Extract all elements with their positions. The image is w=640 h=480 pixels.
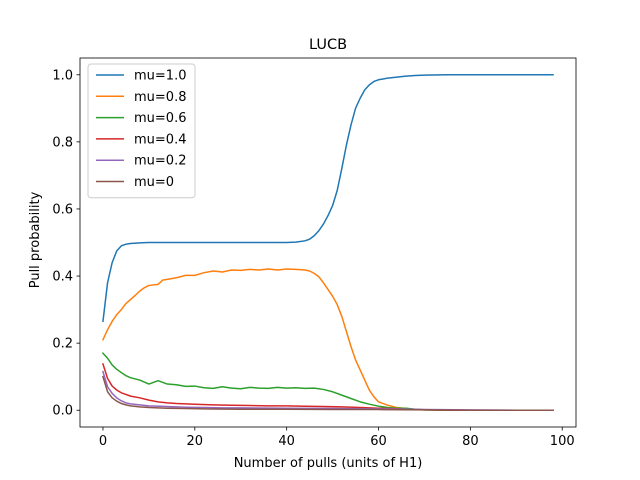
y-tick-label: 0.2 [52, 337, 73, 352]
y-tick-label: 0.4 [52, 270, 73, 285]
x-tick-label: 0 [99, 434, 107, 449]
x-tick-label: 60 [370, 434, 387, 449]
legend-label: mu=1.0 [134, 69, 186, 84]
legend-label: mu=0.6 [134, 111, 186, 126]
series-line-5 [102, 375, 554, 411]
x-tick-label: 40 [278, 434, 295, 449]
series-line-1 [101, 268, 554, 411]
y-axis-label: Pull probability [28, 191, 43, 288]
legend: mu=1.0 mu=0.8 mu=0.6 mu=0.4 mu=0.2 mu=0 [87, 63, 196, 199]
series-line-2 [101, 352, 554, 411]
plot-area: 0 20 40 60 80 100 0.0 0.2 0.4 0.6 0.8 1.0 [52, 57, 577, 449]
y-tick-label: 1.0 [52, 68, 73, 83]
chart-title: LUCB [309, 37, 347, 53]
legend-label: mu=0.2 [134, 154, 186, 169]
x-tick-label: 100 [550, 434, 575, 449]
legend-label: mu=0.8 [134, 90, 186, 105]
series-line-0 [102, 74, 554, 323]
x-tick-label: 20 [187, 434, 204, 449]
y-tick-label: 0.0 [52, 404, 73, 419]
axes-frame [79, 57, 577, 428]
y-tick-label: 0.8 [52, 135, 73, 150]
y-tick-label: 0.6 [52, 202, 73, 217]
legend-label: mu=0 [134, 175, 174, 190]
legend-label: mu=0.4 [134, 132, 186, 147]
legend-box [87, 63, 196, 199]
x-axis-label: Number of pulls (units of H1) [234, 456, 423, 471]
x-tick-label: 80 [462, 434, 479, 449]
